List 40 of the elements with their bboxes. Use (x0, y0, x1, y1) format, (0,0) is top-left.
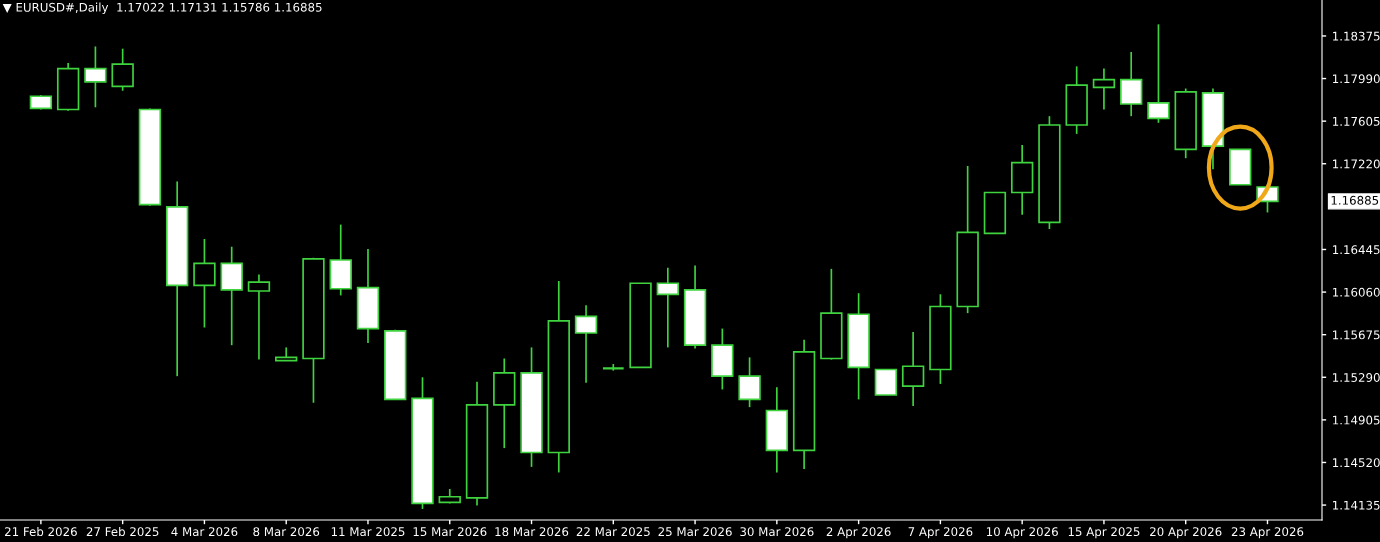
y-tick-label: 1.15290 (1333, 373, 1380, 382)
y-tick-label: 1.16445 (1333, 245, 1380, 255)
x-tick-label: 11 Mar 2025 (331, 527, 405, 537)
candlestick (193, 238, 216, 329)
y-tick-label: 1.14520 (1333, 458, 1380, 468)
x-tick-label: 27 Feb 2025 (86, 526, 159, 537)
candlestick (275, 346, 298, 362)
candlestick (1147, 23, 1170, 124)
candlestick (901, 331, 925, 407)
x-tick-label: 7 Apr 2026 (908, 527, 973, 539)
x-tick-label: 8 Mar 2026 (253, 527, 320, 537)
y-tick-label: 1.14905 (1333, 415, 1380, 425)
y-tick-label: 1.15675 (1333, 330, 1380, 340)
y-tick-label: 1.14135 (1333, 500, 1380, 510)
x-tick-label: 15 Apr 2025 (1068, 527, 1140, 539)
candlestick (574, 304, 598, 384)
x-tick-label: 22 Mar 2025 (576, 527, 650, 537)
x-tick-label: 21 Feb 2026 (5, 526, 77, 537)
candlestick (738, 356, 761, 408)
candlestick (656, 266, 680, 349)
candlestick (1092, 67, 1116, 111)
text: 1.16885 (1331, 195, 1379, 205)
x-tick-label: 10 Apr 2026 (986, 527, 1058, 539)
y-tick-label: 1.17990 (1333, 74, 1380, 84)
y-tick-label: 1.17605 (1333, 116, 1380, 126)
y-tick-label: 1.18375 (1333, 31, 1380, 41)
candlestick (84, 45, 107, 109)
x-tick-label: 15 Mar 2026 (413, 527, 487, 537)
x-tick-label: 18 Mar 2026 (495, 527, 569, 537)
x-tick-label: 25 Mar 2026 (658, 527, 732, 537)
y-tick-label: 1.17220 (1333, 159, 1380, 169)
x-tick-label: 30 Mar 2026 (740, 527, 814, 537)
x-tick-label: 20 Apr 2026 (1150, 527, 1222, 539)
x-tick-label: 23 Apr 2026 (1231, 527, 1304, 539)
candlestick (247, 273, 271, 361)
x-tick-label: 4 Mar 2026 (171, 527, 238, 537)
candlestick (111, 47, 134, 92)
x-tick-label: 2 Apr 2026 (826, 527, 891, 539)
y-tick-label: 1.16060 (1333, 287, 1380, 297)
chart-title: ▼ EURUSD#,Daily 1.17022 1.17131 1.15786 1.16885 (2, 2, 322, 15)
